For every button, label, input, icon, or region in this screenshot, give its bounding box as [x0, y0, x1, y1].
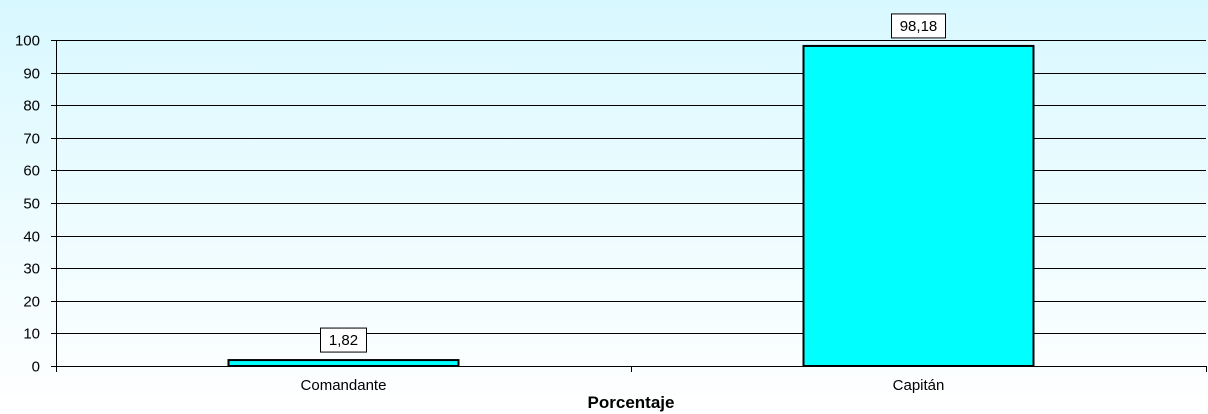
data-label-box	[891, 13, 946, 39]
y-tick-label: 10	[23, 326, 40, 343]
bar-comandante	[227, 359, 460, 368]
bar-capitán	[802, 44, 1035, 368]
y-tick-label: 30	[23, 261, 40, 278]
y-tick-label: 20	[23, 294, 40, 311]
data-label: 98,18	[891, 13, 946, 39]
y-tick-label: 60	[23, 163, 40, 180]
x-axis-categories: Comandante Capitán	[56, 366, 1207, 394]
x-category-label: Comandante	[301, 377, 387, 394]
y-tick-label: 50	[23, 196, 40, 213]
data-label-text: 98,18	[900, 18, 938, 35]
data-label-text: 1,82	[329, 332, 358, 349]
y-tick-label: 0	[32, 359, 40, 376]
gridlines	[56, 40, 1206, 334]
y-tick-label: 100	[15, 33, 40, 50]
data-labels: 1,82 98,18	[320, 13, 946, 353]
data-label: 1,82	[320, 327, 367, 353]
y-tick-label: 40	[23, 229, 40, 246]
data-label-box	[320, 327, 367, 353]
x-axis-title: Porcentaje	[588, 393, 675, 412]
y-tick-label: 80	[23, 98, 40, 115]
x-category-label: Capitán	[893, 377, 945, 394]
y-tick-label: 90	[23, 66, 40, 83]
bars	[227, 44, 1035, 368]
y-tick-label: 70	[23, 131, 40, 148]
y-axis-ticks: 0 10 20 30 40 50 60 70 80 90 100	[15, 33, 56, 376]
